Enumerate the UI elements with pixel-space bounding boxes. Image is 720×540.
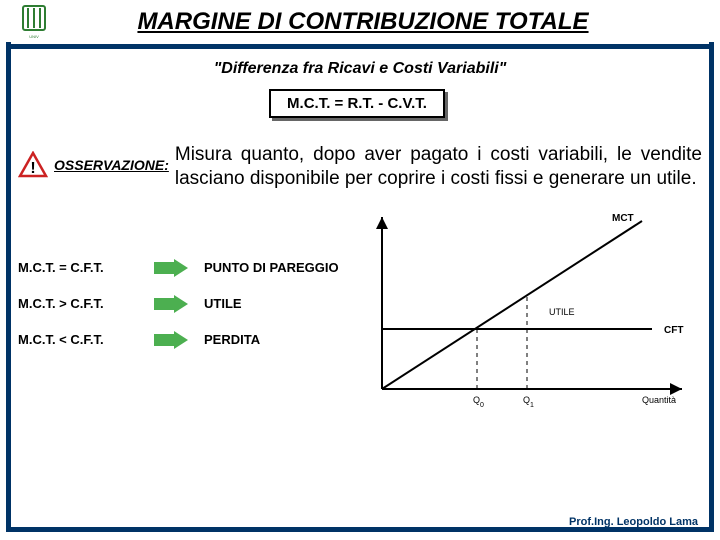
break-even-chart: CFT MCT UTILE Q0 Q1 Quantità [352, 209, 692, 419]
page-title: MARGINE DI CONTRIBUZIONE TOTALE [56, 8, 714, 36]
relation-right: PERDITA [204, 332, 260, 347]
logo: UNIV [12, 2, 56, 42]
svg-text:MCT: MCT [612, 213, 634, 224]
footer-author: Prof.Ing. Leopoldo Lama [569, 516, 698, 528]
observation-row: ! OSSERVAZIONE: Misura quanto, dopo aver… [18, 143, 702, 191]
svg-text:UNIV: UNIV [29, 34, 39, 39]
svg-text:!: ! [30, 160, 35, 177]
relation-left: M.C.T. < C.F.T. [18, 332, 138, 347]
formula-text: M.C.T. = R.T. - C.V.T. [269, 89, 445, 118]
warning-icon: ! [18, 151, 48, 184]
observation-label: OSSERVAZIONE: [54, 157, 169, 173]
svg-text:Q0: Q0 [473, 395, 484, 409]
svg-text:UTILE: UTILE [549, 307, 575, 317]
arrow-right-icon [154, 295, 188, 313]
relation-row: M.C.T. = C.F.T. PUNTO DI PAREGGIO [18, 259, 339, 277]
relation-row: M.C.T. > C.F.T. UTILE [18, 295, 339, 313]
relations-list: M.C.T. = C.F.T. PUNTO DI PAREGGIO M.C.T.… [18, 259, 339, 367]
subtitle: "Differenza fra Ricavi e Costi Variabili… [18, 60, 702, 78]
relation-row: M.C.T. < C.F.T. PERDITA [18, 331, 339, 349]
relation-left: M.C.T. > C.F.T. [18, 296, 138, 311]
svg-text:Quantità: Quantità [642, 395, 676, 405]
relation-right: UTILE [204, 296, 242, 311]
formula-box: M.C.T. = R.T. - C.V.T. [18, 92, 702, 121]
relation-left: M.C.T. = C.F.T. [18, 260, 138, 275]
arrow-right-icon [154, 259, 188, 277]
relation-right: PUNTO DI PAREGGIO [204, 260, 339, 275]
arrow-right-icon [154, 331, 188, 349]
svg-text:CFT: CFT [664, 325, 683, 336]
header: UNIV MARGINE DI CONTRIBUZIONE TOTALE [6, 0, 714, 49]
svg-text:Q1: Q1 [523, 395, 534, 409]
observation-text: Misura quanto, dopo aver pagato i costi … [175, 143, 702, 191]
